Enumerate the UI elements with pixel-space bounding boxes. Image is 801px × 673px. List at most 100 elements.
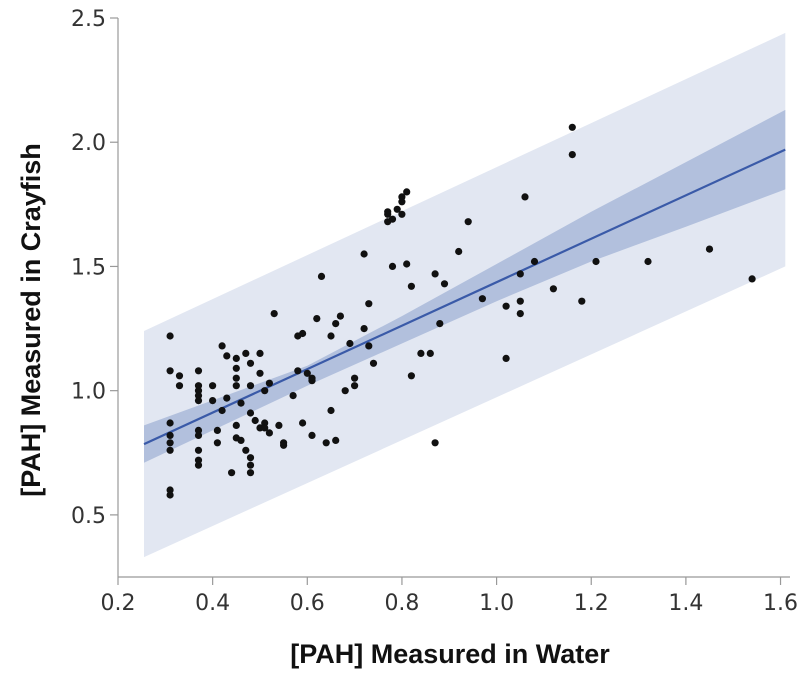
data-point (502, 354, 510, 362)
data-point (218, 342, 226, 350)
data-point (246, 382, 255, 390)
data-point (549, 285, 558, 293)
data-point (332, 320, 340, 328)
data-point (365, 342, 373, 350)
data-point (521, 193, 529, 201)
data-point (440, 280, 449, 288)
data-point (332, 436, 340, 444)
data-point (351, 374, 359, 382)
data-point (303, 369, 311, 377)
data-point (455, 247, 463, 256)
data-point (209, 397, 217, 405)
data-point (237, 399, 245, 407)
x-tick-label: 0.8 (384, 591, 419, 616)
y-tick-label: 2.0 (71, 131, 106, 156)
data-point (365, 300, 373, 308)
data-point (261, 424, 269, 432)
y-axis-ticks: 0.5 1.0 1.5 2.0 2.5 (71, 7, 118, 529)
data-point (407, 282, 415, 290)
data-point (232, 364, 240, 372)
data-point (194, 392, 203, 400)
data-point (289, 392, 297, 400)
data-point (403, 188, 411, 196)
data-point (194, 446, 203, 454)
data-point (246, 359, 255, 367)
data-point (351, 382, 359, 390)
data-point (327, 406, 335, 415)
data-point (194, 461, 203, 469)
data-point (317, 272, 326, 280)
x-tick-label: 0.6 (290, 591, 325, 616)
data-point (166, 486, 174, 494)
data-point (194, 456, 203, 464)
data-point (194, 367, 203, 375)
data-point (388, 262, 397, 270)
data-point (369, 359, 378, 367)
data-point (398, 210, 406, 218)
data-point (516, 310, 524, 318)
data-point (478, 295, 486, 303)
data-point (346, 339, 354, 348)
data-point (218, 406, 226, 415)
data-point (166, 367, 174, 375)
data-point (246, 469, 255, 477)
data-point (275, 421, 283, 429)
y-tick-label: 2.5 (71, 7, 106, 32)
x-tick-label: 1.0 (479, 591, 514, 616)
data-point (242, 349, 250, 357)
data-point (213, 439, 221, 447)
data-point (213, 426, 221, 434)
regression-bands (144, 32, 786, 558)
data-point (516, 270, 524, 278)
data-point (748, 275, 756, 283)
data-point (175, 382, 184, 390)
data-point (322, 439, 330, 447)
data-point (256, 349, 264, 357)
data-point (209, 382, 217, 390)
regression-line (143, 148, 786, 446)
data-point (299, 419, 307, 427)
data-point (568, 151, 576, 159)
data-point (294, 367, 302, 375)
data-point (426, 349, 434, 357)
data-point (308, 431, 316, 439)
data-point (705, 245, 714, 253)
data-point (431, 270, 439, 278)
data-point (166, 419, 174, 427)
x-tick-label: 0.4 (195, 591, 230, 616)
data-point (232, 421, 240, 429)
data-point (436, 320, 444, 328)
data-point (299, 329, 307, 338)
x-tick-label: 0.2 (101, 591, 136, 616)
data-point (232, 354, 240, 362)
data-point (246, 409, 255, 417)
data-point (223, 394, 231, 402)
data-point (393, 205, 401, 213)
data-point (384, 208, 392, 216)
data-point (256, 369, 264, 377)
data-point (327, 332, 335, 340)
axes (117, 18, 790, 578)
data-point (237, 436, 245, 444)
data-point (398, 193, 406, 201)
data-point (166, 332, 174, 340)
data-point (644, 257, 652, 266)
data-point (360, 250, 368, 258)
x-axis-ticks: 0.2 0.4 0.6 0.8 1.0 1.2 1.4 1.6 (101, 577, 798, 616)
data-point (166, 431, 174, 439)
data-point (251, 416, 259, 425)
data-point (246, 461, 255, 469)
y-tick-label: 0.5 (71, 504, 106, 529)
data-point (308, 377, 316, 385)
data-point (568, 123, 576, 131)
data-point (341, 387, 349, 395)
data-point (270, 310, 278, 318)
data-point (388, 215, 397, 223)
data-point (431, 439, 439, 447)
data-point (360, 325, 368, 333)
data-point (502, 302, 510, 310)
data-point (464, 218, 472, 226)
data-point (166, 446, 174, 454)
data-point (242, 446, 250, 454)
